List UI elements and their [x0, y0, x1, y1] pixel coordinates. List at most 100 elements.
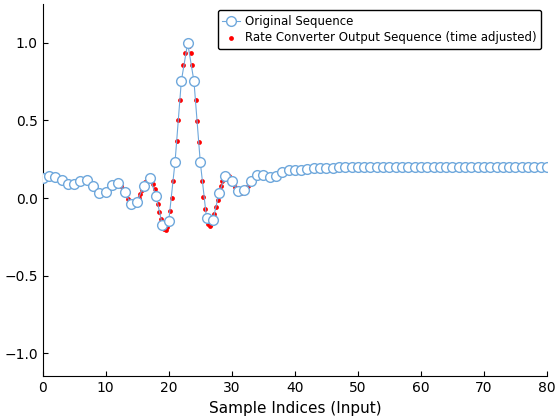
Rate Converter Output Sequence (time adjusted)	[43, 173, 52, 180]
Rate Converter Output Sequence (time adjusted)	[363, 164, 372, 171]
Rate Converter Output Sequence (time adjusted)	[314, 165, 323, 171]
Rate Converter Output Sequence (time adjusted)	[336, 164, 345, 171]
Rate Converter Output Sequence (time adjusted)	[197, 177, 206, 184]
Rate Converter Output Sequence (time adjusted)	[276, 170, 285, 176]
Rate Converter Output Sequence (time adjusted)	[206, 222, 214, 229]
Rate Converter Output Sequence (time adjusted)	[268, 173, 277, 180]
Rate Converter Output Sequence (time adjusted)	[57, 176, 66, 183]
Original Sequence	[329, 165, 336, 170]
Rate Converter Output Sequence (time adjusted)	[141, 178, 150, 185]
Rate Converter Output Sequence (time adjusted)	[489, 164, 498, 171]
Original Sequence	[159, 223, 166, 228]
Rate Converter Output Sequence (time adjusted)	[393, 164, 402, 171]
Rate Converter Output Sequence (time adjusted)	[120, 189, 129, 195]
Original Sequence	[424, 165, 431, 170]
Rate Converter Output Sequence (time adjusted)	[454, 164, 463, 171]
Rate Converter Output Sequence (time adjusted)	[92, 186, 101, 193]
Rate Converter Output Sequence (time adjusted)	[114, 179, 123, 186]
Rate Converter Output Sequence (time adjusted)	[478, 164, 487, 171]
Rate Converter Output Sequence (time adjusted)	[180, 50, 189, 56]
Rate Converter Output Sequence (time adjusted)	[510, 164, 519, 171]
Rate Converter Output Sequence (time adjusted)	[464, 164, 473, 171]
Rate Converter Output Sequence (time adjusted)	[460, 164, 469, 171]
Rate Converter Output Sequence (time adjusted)	[69, 181, 78, 187]
Rate Converter Output Sequence (time adjusted)	[40, 174, 49, 181]
Rate Converter Output Sequence (time adjusted)	[366, 164, 375, 171]
Rate Converter Output Sequence (time adjusted)	[74, 178, 83, 185]
Rate Converter Output Sequence (time adjusted)	[49, 173, 58, 180]
Rate Converter Output Sequence (time adjusted)	[536, 164, 545, 171]
Rate Converter Output Sequence (time adjusted)	[281, 168, 290, 174]
Rate Converter Output Sequence (time adjusted)	[172, 138, 181, 144]
Rate Converter Output Sequence (time adjusted)	[147, 176, 156, 183]
Rate Converter Output Sequence (time adjusted)	[538, 164, 547, 171]
Rate Converter Output Sequence (time adjusted)	[360, 164, 368, 171]
Rate Converter Output Sequence (time adjusted)	[210, 211, 219, 218]
Rate Converter Output Sequence (time adjusted)	[287, 166, 296, 173]
Rate Converter Output Sequence (time adjusted)	[243, 183, 252, 189]
Rate Converter Output Sequence (time adjusted)	[524, 164, 533, 171]
Rate Converter Output Sequence (time adjusted)	[385, 164, 394, 171]
Rate Converter Output Sequence (time adjusted)	[355, 164, 364, 171]
Rate Converter Output Sequence (time adjusted)	[79, 177, 88, 184]
Rate Converter Output Sequence (time adjusted)	[164, 218, 173, 225]
Rate Converter Output Sequence (time adjusted)	[94, 188, 102, 194]
Rate Converter Output Sequence (time adjusted)	[377, 164, 386, 171]
Rate Converter Output Sequence (time adjusted)	[386, 164, 395, 171]
Rate Converter Output Sequence (time adjusted)	[68, 181, 77, 188]
Rate Converter Output Sequence (time adjusted)	[401, 164, 410, 171]
Rate Converter Output Sequence (time adjusted)	[174, 117, 183, 123]
Rate Converter Output Sequence (time adjusted)	[161, 226, 170, 233]
Rate Converter Output Sequence (time adjusted)	[181, 42, 190, 49]
Rate Converter Output Sequence (time adjusted)	[528, 164, 537, 171]
Rate Converter Output Sequence (time adjusted)	[448, 164, 457, 171]
Rate Converter Output Sequence (time adjusted)	[423, 164, 432, 171]
Rate Converter Output Sequence (time adjusted)	[445, 164, 454, 171]
Rate Converter Output Sequence (time adjusted)	[117, 183, 126, 189]
Rate Converter Output Sequence (time adjusted)	[86, 179, 95, 186]
Rate Converter Output Sequence (time adjusted)	[200, 206, 209, 213]
Rate Converter Output Sequence (time adjusted)	[193, 117, 202, 124]
Rate Converter Output Sequence (time adjusted)	[450, 164, 459, 171]
Rate Converter Output Sequence (time adjusted)	[305, 165, 314, 172]
Rate Converter Output Sequence (time adjusted)	[290, 166, 299, 173]
Rate Converter Output Sequence (time adjusted)	[497, 164, 506, 171]
Rate Converter Output Sequence (time adjusted)	[95, 189, 104, 196]
Rate Converter Output Sequence (time adjusted)	[221, 172, 230, 179]
Rate Converter Output Sequence (time adjusted)	[224, 173, 233, 180]
Rate Converter Output Sequence (time adjusted)	[111, 179, 120, 186]
Rate Converter Output Sequence (time adjusted)	[419, 164, 428, 171]
Rate Converter Output Sequence (time adjusted)	[146, 174, 155, 181]
Rate Converter Output Sequence (time adjusted)	[349, 164, 358, 171]
Rate Converter Output Sequence (time adjusted)	[73, 179, 82, 186]
Rate Converter Output Sequence (time adjusted)	[103, 187, 112, 194]
Rate Converter Output Sequence (time adjusted)	[508, 164, 517, 171]
Rate Converter Output Sequence (time adjusted)	[284, 167, 293, 173]
Rate Converter Output Sequence (time adjusted)	[477, 164, 486, 171]
Rate Converter Output Sequence (time adjusted)	[369, 164, 378, 171]
Rate Converter Output Sequence (time adjusted)	[131, 201, 140, 207]
Rate Converter Output Sequence (time adjusted)	[525, 164, 534, 171]
Rate Converter Output Sequence (time adjusted)	[470, 164, 479, 171]
Rate Converter Output Sequence (time adjusted)	[325, 164, 334, 171]
Rate Converter Output Sequence (time adjusted)	[218, 178, 227, 184]
Rate Converter Output Sequence (time adjusted)	[332, 164, 340, 171]
Rate Converter Output Sequence (time adjusted)	[226, 175, 235, 182]
Rate Converter Output Sequence (time adjusted)	[311, 165, 320, 171]
Rate Converter Output Sequence (time adjusted)	[248, 176, 257, 182]
Rate Converter Output Sequence (time adjusted)	[234, 188, 242, 195]
Rate Converter Output Sequence (time adjusted)	[486, 164, 494, 171]
Rate Converter Output Sequence (time adjusted)	[297, 166, 306, 173]
Rate Converter Output Sequence (time adjusted)	[350, 164, 359, 171]
Rate Converter Output Sequence (time adjusted)	[472, 164, 480, 171]
Original Sequence	[39, 175, 46, 180]
Rate Converter Output Sequence (time adjusted)	[444, 164, 452, 171]
Rate Converter Output Sequence (time adjusted)	[530, 164, 539, 171]
Rate Converter Output Sequence (time adjusted)	[48, 173, 57, 179]
Rate Converter Output Sequence (time adjusted)	[167, 194, 176, 201]
Rate Converter Output Sequence (time adjusted)	[334, 164, 343, 171]
Rate Converter Output Sequence (time adjusted)	[442, 164, 451, 171]
Rate Converter Output Sequence (time adjusted)	[150, 186, 159, 193]
Rate Converter Output Sequence (time adjusted)	[267, 173, 276, 180]
Line: Original Sequence: Original Sequence	[38, 38, 552, 230]
